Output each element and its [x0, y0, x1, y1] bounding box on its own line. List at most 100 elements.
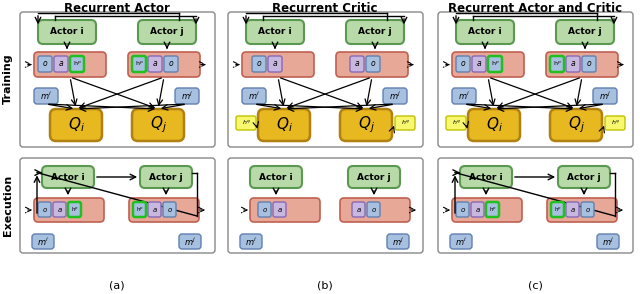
- FancyBboxPatch shape: [148, 56, 162, 72]
- Text: Actor j: Actor j: [568, 28, 602, 36]
- FancyBboxPatch shape: [240, 234, 262, 249]
- Text: h$^p$: h$^p$: [554, 206, 561, 214]
- FancyBboxPatch shape: [138, 20, 196, 44]
- FancyBboxPatch shape: [336, 52, 408, 77]
- Text: h$^p$: h$^p$: [488, 206, 497, 214]
- FancyBboxPatch shape: [128, 52, 200, 77]
- FancyBboxPatch shape: [273, 202, 286, 217]
- Text: o: o: [262, 206, 267, 213]
- FancyBboxPatch shape: [258, 202, 271, 217]
- Text: $h^q$: $h^q$: [241, 119, 250, 127]
- FancyBboxPatch shape: [471, 202, 484, 217]
- Text: Actor i: Actor i: [51, 173, 85, 181]
- Text: $m^i$: $m^i$: [37, 235, 49, 248]
- Text: (a): (a): [109, 280, 125, 290]
- FancyBboxPatch shape: [70, 56, 84, 72]
- FancyBboxPatch shape: [348, 166, 400, 188]
- FancyBboxPatch shape: [605, 116, 625, 130]
- FancyBboxPatch shape: [566, 202, 579, 217]
- Text: o: o: [371, 206, 376, 213]
- FancyBboxPatch shape: [566, 56, 580, 72]
- Text: o: o: [42, 206, 47, 213]
- Text: o: o: [168, 206, 172, 213]
- FancyBboxPatch shape: [258, 109, 310, 141]
- FancyBboxPatch shape: [350, 56, 364, 72]
- FancyBboxPatch shape: [179, 234, 201, 249]
- FancyBboxPatch shape: [456, 202, 469, 217]
- Text: $m^j$: $m^j$: [392, 235, 404, 248]
- FancyBboxPatch shape: [68, 202, 81, 217]
- FancyBboxPatch shape: [133, 202, 146, 217]
- Text: a: a: [356, 206, 360, 213]
- FancyBboxPatch shape: [129, 198, 199, 222]
- FancyBboxPatch shape: [42, 166, 94, 188]
- Text: Actor j: Actor j: [567, 173, 601, 181]
- FancyBboxPatch shape: [53, 202, 66, 217]
- FancyBboxPatch shape: [395, 116, 415, 130]
- FancyBboxPatch shape: [550, 56, 564, 72]
- Text: $m^j$: $m^j$: [389, 90, 401, 102]
- Text: $h^q$: $h^q$: [401, 119, 410, 127]
- FancyBboxPatch shape: [450, 234, 472, 249]
- FancyBboxPatch shape: [164, 56, 178, 72]
- Text: $m^i$: $m^i$: [248, 90, 260, 102]
- Text: $m^j$: $m^j$: [602, 235, 614, 248]
- Text: o: o: [257, 59, 261, 69]
- Text: a: a: [571, 59, 575, 69]
- Text: a: a: [152, 206, 157, 213]
- FancyBboxPatch shape: [452, 52, 524, 77]
- Text: o: o: [371, 59, 375, 69]
- Text: $Q_j$: $Q_j$: [568, 115, 584, 135]
- FancyBboxPatch shape: [38, 56, 52, 72]
- Text: $Q_i$: $Q_i$: [486, 116, 502, 134]
- FancyBboxPatch shape: [340, 198, 410, 222]
- Text: Actor j: Actor j: [150, 28, 184, 36]
- Text: h$^p$: h$^p$: [553, 60, 561, 68]
- Text: $Q_i$: $Q_i$: [276, 116, 292, 134]
- FancyBboxPatch shape: [452, 88, 476, 104]
- FancyBboxPatch shape: [34, 52, 106, 77]
- Text: o: o: [461, 59, 465, 69]
- FancyBboxPatch shape: [50, 109, 102, 141]
- Text: h$^p$: h$^p$: [73, 60, 81, 68]
- Text: $m^i$: $m^i$: [245, 235, 257, 248]
- FancyBboxPatch shape: [593, 88, 617, 104]
- Text: Actor j: Actor j: [357, 173, 391, 181]
- FancyBboxPatch shape: [268, 56, 282, 72]
- Text: Recurrent Actor and Critic: Recurrent Actor and Critic: [448, 1, 622, 14]
- Text: Recurrent Critic: Recurrent Critic: [272, 1, 378, 14]
- Text: h$^p$: h$^p$: [70, 206, 79, 214]
- Text: Actor i: Actor i: [468, 28, 502, 36]
- FancyBboxPatch shape: [346, 20, 404, 44]
- FancyBboxPatch shape: [546, 52, 618, 77]
- FancyBboxPatch shape: [163, 202, 176, 217]
- FancyBboxPatch shape: [54, 56, 68, 72]
- FancyBboxPatch shape: [352, 202, 365, 217]
- FancyBboxPatch shape: [242, 88, 266, 104]
- Text: Actor i: Actor i: [50, 28, 84, 36]
- Text: a: a: [273, 59, 277, 69]
- Text: a: a: [477, 59, 481, 69]
- FancyBboxPatch shape: [581, 202, 594, 217]
- Text: a: a: [153, 59, 157, 69]
- Text: o: o: [43, 59, 47, 69]
- Text: h$^p$: h$^p$: [136, 206, 143, 214]
- Text: o: o: [460, 206, 465, 213]
- Text: h$^p$: h$^p$: [491, 60, 499, 68]
- FancyBboxPatch shape: [582, 56, 596, 72]
- Text: a: a: [59, 59, 63, 69]
- Text: $Q_j$: $Q_j$: [358, 115, 374, 135]
- FancyBboxPatch shape: [547, 198, 617, 222]
- FancyBboxPatch shape: [132, 109, 184, 141]
- Text: (b): (b): [317, 280, 333, 290]
- FancyBboxPatch shape: [250, 166, 302, 188]
- FancyBboxPatch shape: [597, 234, 619, 249]
- Text: a: a: [277, 206, 282, 213]
- FancyBboxPatch shape: [140, 166, 192, 188]
- FancyBboxPatch shape: [242, 52, 314, 77]
- Text: Training: Training: [3, 54, 13, 104]
- FancyBboxPatch shape: [34, 198, 104, 222]
- Text: $m^i$: $m^i$: [458, 90, 470, 102]
- Text: $m^i$: $m^i$: [455, 235, 467, 248]
- FancyBboxPatch shape: [366, 56, 380, 72]
